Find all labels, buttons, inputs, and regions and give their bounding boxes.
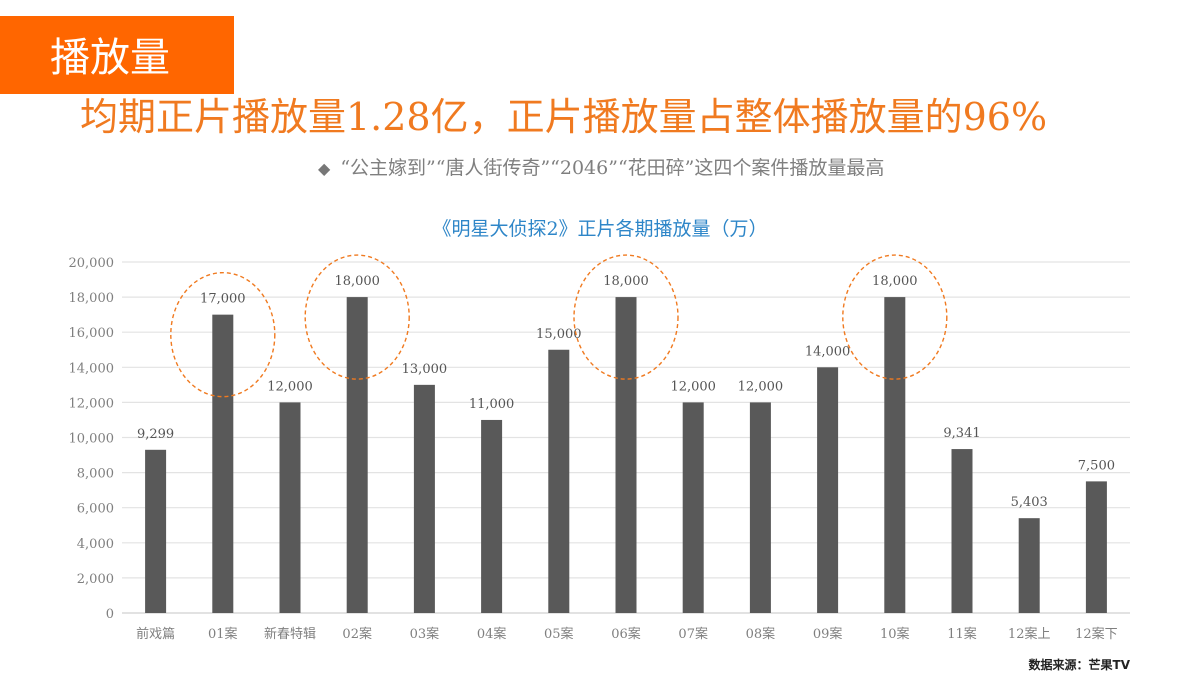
y-tick-label: 14,000 <box>69 361 115 376</box>
section-tag-label: 播放量 <box>50 35 170 81</box>
y-tick-label: 6,000 <box>77 502 114 517</box>
highlight-ellipse <box>842 254 948 380</box>
y-axis-ticks: 0 2,000 4,000 6,000 8,000 10,000 12,000 14,000 1… <box>69 256 115 622</box>
highlight-ellipses <box>170 254 948 398</box>
data-label: 17,000 <box>200 292 246 307</box>
y-tick-label: 2,000 <box>77 572 114 587</box>
bar <box>749 402 771 613</box>
bar <box>481 419 503 613</box>
bar <box>212 314 234 613</box>
x-tick-label: 03案 <box>410 627 440 642</box>
data-labels: 9,299 17,000 12,000 18,000 13,000 11,000 15,00… <box>137 274 1115 510</box>
data-label: 18,000 <box>334 274 380 289</box>
highlight-ellipse <box>170 271 276 398</box>
y-tick-label: 20,000 <box>69 256 115 271</box>
data-label: 12,000 <box>670 379 716 394</box>
data-source: 数据来源：芒果TV <box>1028 658 1130 672</box>
data-label: 18,000 <box>872 274 918 289</box>
chart-title: 《明星大侦探2》正片各期播放量（万） <box>432 218 768 240</box>
data-label: 5,403 <box>1011 495 1048 510</box>
y-tick-label: 4,000 <box>77 537 114 552</box>
bar <box>346 297 368 613</box>
x-tick-label: 02案 <box>342 627 372 642</box>
y-tick-label: 0 <box>106 607 114 622</box>
x-tick-label: 08案 <box>746 627 776 642</box>
bar <box>682 402 704 613</box>
bar <box>279 402 301 613</box>
y-tick-label: 8,000 <box>77 467 114 482</box>
data-label: 9,299 <box>137 427 174 442</box>
x-tick-label: 07案 <box>678 627 708 642</box>
data-label: 7,500 <box>1078 458 1115 473</box>
highlight-ellipse <box>304 254 410 380</box>
bar <box>413 384 435 613</box>
y-tick-label: 16,000 <box>69 326 115 341</box>
headline: 均期正片播放量1.28亿，正片播放量占整体播放量的96% <box>80 95 1048 139</box>
bar <box>145 449 167 613</box>
x-tick-label: 12案下 <box>1075 627 1118 642</box>
highlight-ellipse <box>573 254 679 380</box>
bar <box>817 367 839 613</box>
subpoint-text: “公主嫁到”“唐人街传奇”“2046”“花田碎”这四个案件播放量最高 <box>340 157 885 179</box>
x-tick-label: 04案 <box>477 627 507 642</box>
x-tick-label: 11案 <box>947 627 977 642</box>
data-label: 13,000 <box>402 362 448 377</box>
subpoint: ◆ “公主嫁到”“唐人街传奇”“2046”“花田碎”这四个案件播放量最高 <box>318 155 884 182</box>
bar <box>548 349 570 613</box>
x-tick-label: 10案 <box>880 627 910 642</box>
x-tick-label: 新春特辑 <box>264 626 316 642</box>
x-tick-label: 01案 <box>208 627 238 642</box>
x-tick-label: 05案 <box>544 627 574 642</box>
section-tag: 播放量 <box>0 16 234 94</box>
x-axis-ticks: 前戏篇 01案 新春特辑 02案 03案 04案 05案 06案 07案 08案 09案 10案 11案… <box>136 626 1118 642</box>
bar <box>1085 481 1107 613</box>
bar <box>615 297 637 613</box>
data-label: 12,000 <box>267 379 313 394</box>
data-label: 9,341 <box>943 426 980 441</box>
y-tick-label: 10,000 <box>69 432 115 447</box>
y-tick-label: 12,000 <box>69 396 115 411</box>
diamond-bullet-icon: ◆ <box>318 159 331 178</box>
data-label: 18,000 <box>603 274 649 289</box>
data-label: 15,000 <box>536 327 582 342</box>
bars <box>145 297 1107 613</box>
y-tick-label: 18,000 <box>69 291 115 306</box>
bar <box>1018 518 1040 613</box>
x-tick-label: 前戏篇 <box>136 626 175 642</box>
x-tick-label: 12案上 <box>1008 627 1051 642</box>
bar <box>951 449 973 613</box>
data-label: 11,000 <box>469 397 515 412</box>
x-tick-label: 06案 <box>611 627 641 642</box>
x-tick-label: 09案 <box>813 627 843 642</box>
data-label: 14,000 <box>805 344 851 359</box>
data-label: 12,000 <box>738 379 784 394</box>
bar <box>884 297 906 613</box>
